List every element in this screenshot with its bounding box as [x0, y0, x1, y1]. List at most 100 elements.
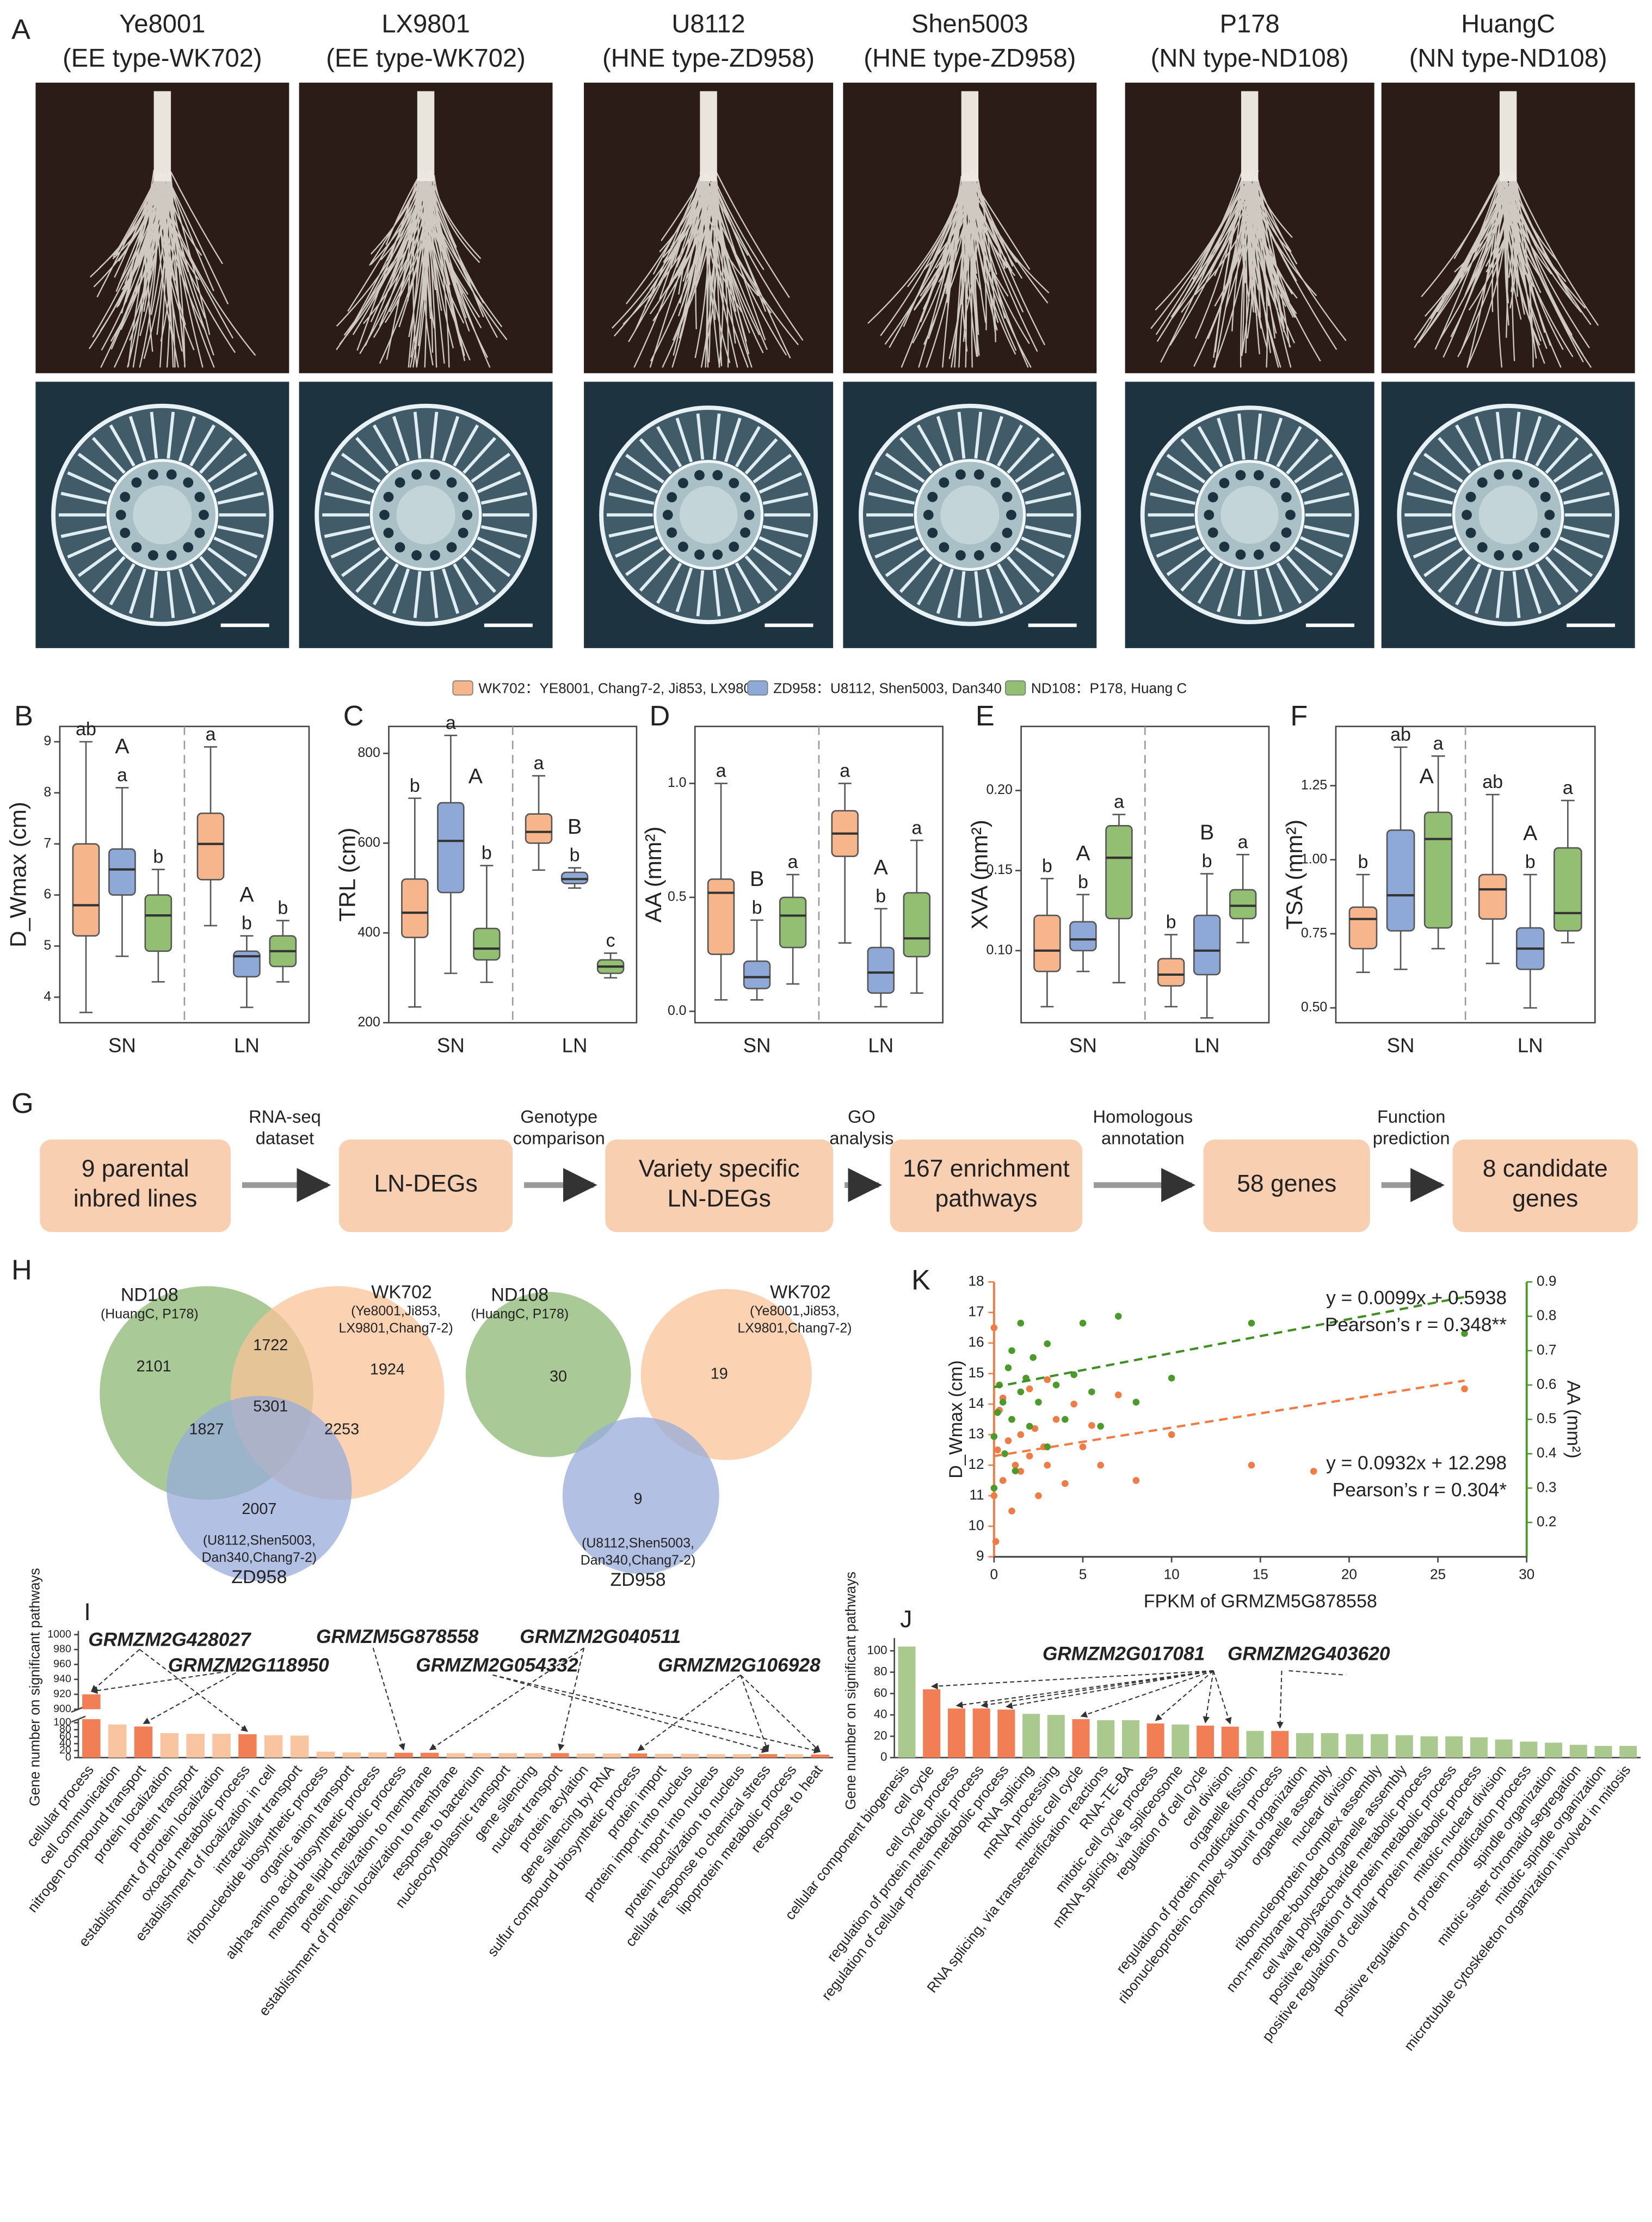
venn-set-members: LX9801,Chang7-2)	[339, 1321, 453, 1336]
xylem-vessel	[1281, 492, 1292, 503]
roots	[1414, 169, 1599, 368]
bar	[1569, 1745, 1587, 1758]
y-axis-label: Gene number on significant pathways	[26, 1568, 42, 1806]
box	[1193, 914, 1221, 976]
annotation-arrow	[956, 1670, 1214, 1708]
bar	[997, 1709, 1015, 1758]
genotype-type: (NN type-ND108)	[1151, 43, 1349, 72]
x-tick-label: SN	[743, 1034, 771, 1056]
group-letter: A	[874, 855, 889, 879]
y-tick-label: 4	[44, 989, 51, 1004]
flow-arrow-label: analysis	[829, 1128, 893, 1148]
y-tick-label: 0.75	[1301, 925, 1327, 940]
y-tick-label: 20	[59, 1744, 71, 1756]
xylem-vessel	[1002, 527, 1013, 538]
xylem-vessel	[430, 550, 440, 561]
venn-count: 2253	[324, 1420, 359, 1438]
xylem-vessel	[411, 469, 422, 480]
bar	[655, 1753, 673, 1758]
x-tick-label: SN	[108, 1034, 136, 1056]
scatter-point	[1004, 1364, 1012, 1371]
panel-letter: B	[14, 700, 33, 732]
scatter-point	[1008, 1415, 1015, 1423]
xylem-vessel	[411, 550, 422, 561]
scatter-point	[1017, 1320, 1025, 1327]
xylem-vessel	[712, 549, 723, 560]
flow-step	[890, 1139, 1083, 1232]
y-tick-label: 80	[874, 1665, 887, 1678]
xylem-vessel	[1204, 509, 1215, 520]
box	[1157, 958, 1185, 987]
trend-line	[994, 1379, 1465, 1457]
xylem-vessel	[1207, 492, 1218, 503]
xylem-vessel	[1253, 549, 1264, 560]
box	[196, 813, 225, 881]
flow-arrow-label: Function	[1377, 1106, 1445, 1127]
flow-step-text: inbred lines	[73, 1185, 198, 1212]
genotype-name: U8112	[671, 9, 745, 38]
venn-count: 19	[711, 1365, 728, 1382]
flow-step	[338, 1139, 513, 1232]
significance-letter: b	[482, 843, 492, 864]
scatter-point	[990, 1433, 998, 1440]
legend-swatch	[452, 680, 473, 696]
xylem-vessel	[166, 469, 177, 480]
y-tick-label: 1.25	[1301, 777, 1327, 792]
bar	[1097, 1720, 1115, 1758]
y-tick-label: 900	[53, 1703, 71, 1715]
significance-letter: b	[1078, 872, 1088, 893]
xylem-vessel	[677, 478, 688, 489]
y-tick-label: 100	[53, 1716, 71, 1728]
y-axis-label: XVA (mm²)	[966, 820, 992, 930]
significance-letter: a	[1433, 733, 1444, 754]
y-tick-label: 7	[44, 835, 51, 851]
flow-arrow-label: RNA-seq	[249, 1106, 321, 1127]
flow-step	[605, 1139, 834, 1232]
section-pith	[940, 485, 1000, 545]
xylem-vessel	[383, 527, 394, 538]
fit-equation: y = 0.0099x + 0.5938	[1326, 1287, 1507, 1308]
section-spokes	[866, 411, 1074, 618]
box	[1478, 873, 1507, 920]
section-pith	[679, 486, 738, 544]
y-tick-label: 10	[968, 1517, 984, 1533]
scatter-point	[1062, 1480, 1069, 1487]
significance-letter: a	[716, 761, 726, 781]
bar	[134, 1726, 153, 1758]
significance-letter: b	[242, 913, 252, 934]
scatter-point	[1062, 1415, 1069, 1423]
fit-correlation: Pearson’s r = 0.348**	[1325, 1314, 1507, 1335]
scatter-point	[1088, 1388, 1095, 1395]
scatter-point	[1008, 1507, 1015, 1515]
flow-step-text: 8 candidate	[1483, 1155, 1608, 1182]
bar	[1072, 1719, 1090, 1758]
scatter-point	[1044, 1376, 1051, 1383]
venn-count: 5301	[253, 1398, 288, 1415]
scatter-point	[1031, 1425, 1039, 1432]
scatter-point	[1097, 1462, 1104, 1469]
xylem-vessel	[990, 477, 1001, 488]
y-tick-label: 20	[874, 1728, 887, 1742]
xylem-vessel	[430, 469, 440, 480]
significance-letter: ab	[1390, 724, 1411, 745]
scatter-point	[1035, 1399, 1042, 1406]
venn-set-name: WK702	[371, 1282, 432, 1302]
y-tick-label: 100	[867, 1643, 887, 1657]
x-tick-label: 5	[1079, 1566, 1087, 1583]
box	[473, 927, 501, 961]
box	[1105, 824, 1133, 920]
panel-letter: H	[11, 1254, 32, 1286]
y-axis-label: D_Wmax (cm)	[946, 1360, 966, 1478]
flow-arrow-label: GO	[848, 1106, 876, 1127]
bar	[1445, 1736, 1463, 1758]
xylem-vessel	[131, 477, 142, 488]
bar	[238, 1734, 257, 1758]
y2-tick-label: 0.2	[1537, 1513, 1556, 1529]
bar	[1520, 1741, 1538, 1758]
scatter-point	[1001, 1450, 1008, 1457]
scatter-point	[990, 1492, 998, 1499]
significance-letter: b	[278, 898, 288, 919]
bar	[1221, 1726, 1239, 1758]
roots	[612, 169, 804, 368]
